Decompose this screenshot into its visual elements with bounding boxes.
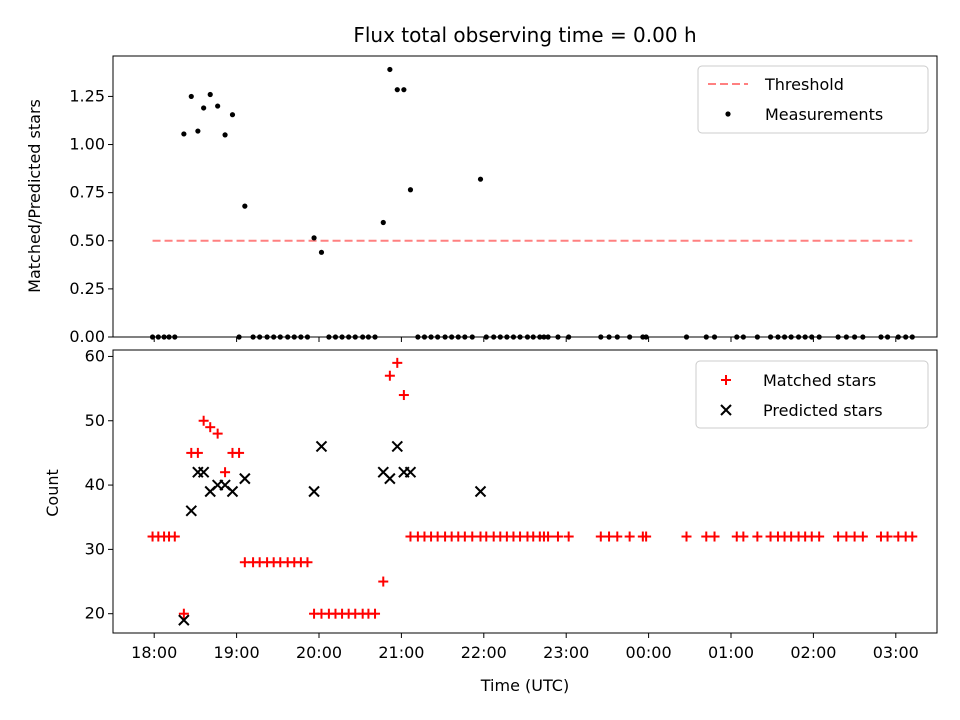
bottom-x-tick-label: 22:00 <box>461 643 507 662</box>
predicted-star-marker <box>239 472 251 485</box>
measurement-point <box>207 91 213 98</box>
bottom-x-axis-label: Time (UTC) <box>480 676 569 695</box>
matched-star-marker <box>212 428 223 439</box>
measurement-point <box>477 176 484 182</box>
predicted-star-marker <box>308 485 320 498</box>
matched-star-marker <box>738 531 749 542</box>
measurement-point <box>215 103 221 109</box>
top-y-tick-label: 0.25 <box>69 279 105 298</box>
top-legend: Threshold Measurements <box>697 65 929 134</box>
bottom-legend: Matched stars Predicted stars <box>695 360 929 429</box>
measurement-point <box>201 105 207 111</box>
bottom-x-tick-label: 20:00 <box>296 643 342 662</box>
matched-star-marker <box>378 576 389 587</box>
matched-star-marker <box>392 357 403 368</box>
measurement-point <box>380 219 386 226</box>
measurement-point <box>394 87 400 93</box>
bottom-x-tick-label: 03:00 <box>873 643 919 662</box>
legend-threshold-label: Threshold <box>764 75 844 94</box>
bottom-x-tick-label: 21:00 <box>378 643 424 662</box>
bottom-x-tick-label: 19:00 <box>214 643 260 662</box>
matched-star-marker <box>857 531 868 542</box>
matched-star-marker <box>721 375 731 385</box>
bottom-x-tick-label: 18:00 <box>131 643 177 662</box>
bottom-y-tick-label: 50 <box>85 411 105 430</box>
matched-star-marker <box>384 370 395 381</box>
matched-star-marker <box>398 390 409 401</box>
predicted-star-marker <box>197 466 210 478</box>
legend-matched-label: Matched stars <box>763 371 876 390</box>
predicted-star-marker <box>178 614 190 626</box>
predicted-star-marker <box>474 485 487 498</box>
matched-star-marker <box>370 608 381 619</box>
measurement-point <box>407 187 414 193</box>
bottom-y-axis-label: Count <box>43 469 62 517</box>
matched-star-marker <box>198 415 209 426</box>
matched-star-marker <box>552 531 563 542</box>
measurement-point <box>242 203 248 209</box>
predicted-star-marker <box>185 505 197 517</box>
measurement-point <box>318 249 325 255</box>
measurement-point <box>222 132 228 138</box>
matched-star-marker <box>641 531 652 542</box>
matched-star-marker <box>220 467 231 478</box>
matched-star-marker <box>624 531 635 542</box>
bottom-y-tick-label: 60 <box>85 346 105 365</box>
measurement-point <box>188 93 194 100</box>
legend-measurements-swatch <box>725 111 731 117</box>
top-y-tick-label: 1.25 <box>69 86 105 105</box>
top-plot-frame <box>112 55 938 338</box>
matched-star-marker <box>205 422 216 433</box>
bottom-plot-frame <box>112 349 938 634</box>
top-chart-title: Flux total observing time = 0.00 h <box>353 23 696 47</box>
predicted-star-marker <box>226 485 239 498</box>
bottom-x-tick-label: 00:00 <box>626 643 672 662</box>
predicted-star-marker <box>720 404 732 416</box>
predicted-star-marker <box>391 440 403 453</box>
matched-star-marker <box>814 531 825 542</box>
measurement-point <box>229 112 236 118</box>
measurement-point <box>401 87 407 93</box>
measurement-point <box>311 235 317 241</box>
matched-star-marker <box>234 447 245 458</box>
matched-star-marker <box>563 531 574 542</box>
legend-measurements-label: Measurements <box>765 105 883 124</box>
bottom-y-tick-label: 40 <box>85 475 105 494</box>
top-y-tick-label: 1.00 <box>69 135 105 154</box>
bottom-legend-box <box>695 360 929 429</box>
matched-star-marker <box>169 531 180 542</box>
predicted-star-marker <box>384 472 396 485</box>
bottom-x-tick-label: 02:00 <box>790 643 836 662</box>
matched-star-marker <box>752 531 763 542</box>
bottom-x-tick-label: 01:00 <box>708 643 754 662</box>
matched-star-marker <box>192 447 203 458</box>
top-legend-box <box>697 65 929 134</box>
predicted-star-marker <box>404 466 417 478</box>
top-y-axis-label: Matched/Predicted stars <box>25 99 44 293</box>
legend-predicted-label: Predicted stars <box>763 401 883 420</box>
matched-star-marker <box>681 531 692 542</box>
measurement-point <box>387 66 393 73</box>
matched-star-marker <box>543 531 554 542</box>
top-y-tick-label: 0.75 <box>69 183 105 202</box>
matched-star-marker <box>907 531 918 542</box>
top-plot: 0.00 0.25 0.50 0.75 1.00 1.25 Threshold Measure… <box>69 55 938 346</box>
bottom-x-tick-label: 23:00 <box>543 643 589 662</box>
bottom-plot: 20 30 40 50 60 18:00 19:00 20:00 21:00 22:00 23:00… <box>85 346 938 662</box>
matched-star-marker <box>709 531 720 542</box>
matched-star-marker <box>178 608 189 619</box>
measurement-point <box>195 128 201 134</box>
measurement-point <box>181 131 187 137</box>
matched-star-marker <box>302 557 313 568</box>
matched-star-marker <box>612 531 623 542</box>
bottom-y-tick-label: 20 <box>85 604 105 623</box>
top-y-tick-label: 0.00 <box>69 327 105 346</box>
top-y-tick-label: 0.50 <box>69 231 105 250</box>
predicted-star-marker <box>315 440 328 453</box>
bottom-y-tick-label: 30 <box>85 539 105 558</box>
matched-star-marker <box>882 531 893 542</box>
